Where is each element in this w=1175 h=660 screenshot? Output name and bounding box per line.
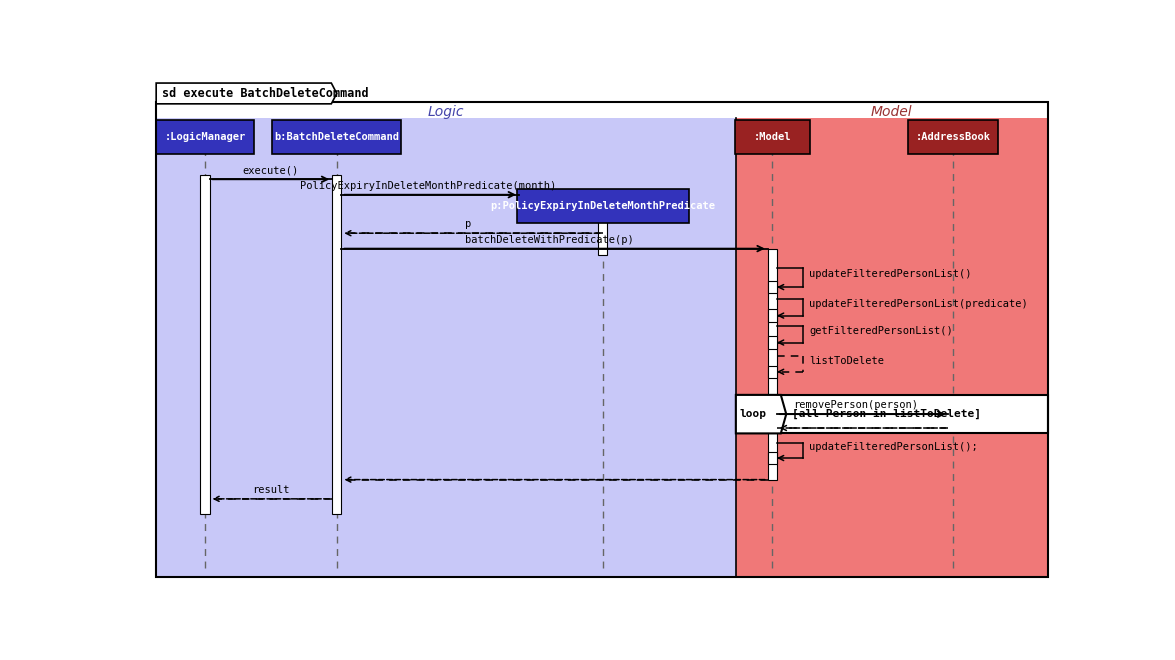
Bar — [201, 176, 209, 514]
Text: p: p — [465, 219, 471, 230]
Polygon shape — [156, 83, 337, 104]
Text: updateFilteredPersonList(predicate): updateFilteredPersonList(predicate) — [810, 299, 1028, 309]
Bar — [767, 366, 777, 378]
Bar — [736, 395, 1048, 434]
Text: b:BatchDeleteCommand: b:BatchDeleteCommand — [274, 132, 400, 142]
FancyBboxPatch shape — [273, 120, 402, 154]
Bar — [767, 249, 777, 480]
Bar — [767, 337, 777, 348]
Bar — [156, 117, 736, 578]
Text: getFilteredPersonList(): getFilteredPersonList() — [810, 326, 953, 336]
Bar — [598, 222, 607, 255]
FancyBboxPatch shape — [734, 120, 810, 154]
Bar — [767, 452, 777, 464]
Text: removePerson(person): removePerson(person) — [793, 399, 919, 409]
Bar — [767, 310, 777, 322]
Bar — [767, 281, 777, 293]
Text: loop: loop — [740, 409, 767, 419]
Bar — [333, 176, 342, 514]
Text: [all Person in listToDelete]: [all Person in listToDelete] — [792, 409, 981, 419]
Text: PolicyExpiryInDeleteMonthPredicate(month): PolicyExpiryInDeleteMonthPredicate(month… — [300, 181, 556, 191]
Text: execute(): execute() — [243, 166, 298, 176]
Text: Logic: Logic — [428, 104, 464, 119]
Polygon shape — [736, 395, 786, 434]
Text: sd execute BatchDeleteCommand: sd execute BatchDeleteCommand — [162, 87, 369, 100]
Text: :LogicManager: :LogicManager — [165, 132, 246, 142]
FancyBboxPatch shape — [156, 120, 254, 154]
FancyBboxPatch shape — [907, 120, 999, 154]
Bar — [736, 117, 1048, 578]
Bar — [948, 411, 958, 430]
Text: listToDelete: listToDelete — [810, 356, 885, 366]
Text: updateFilteredPersonList();: updateFilteredPersonList(); — [810, 442, 979, 452]
FancyBboxPatch shape — [517, 189, 689, 223]
Text: Model: Model — [871, 104, 913, 119]
Text: :Model: :Model — [753, 132, 791, 142]
Text: result: result — [253, 485, 289, 495]
Text: batchDeleteWithPredicate(p): batchDeleteWithPredicate(p) — [465, 235, 634, 245]
Text: :AddressBook: :AddressBook — [915, 132, 991, 142]
Text: updateFilteredPersonList(): updateFilteredPersonList() — [810, 269, 972, 279]
Text: p:PolicyExpiryInDeleteMonthPredicate: p:PolicyExpiryInDeleteMonthPredicate — [490, 201, 716, 211]
